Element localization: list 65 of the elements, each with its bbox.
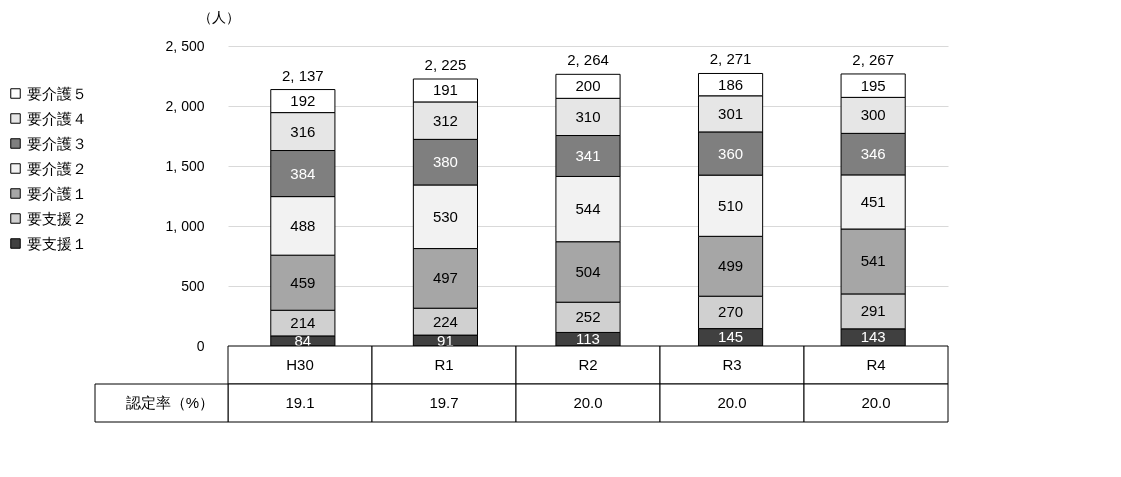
- data-label: 300: [860, 106, 886, 124]
- data-label: 91: [437, 331, 454, 349]
- y-axis-title: （人）: [197, 8, 240, 25]
- data-label: 488: [290, 216, 316, 234]
- total-label: 2, 225: [424, 56, 467, 73]
- data-label: 252: [575, 308, 601, 326]
- legend-label: 要支援２: [27, 209, 87, 227]
- data-label: 312: [432, 111, 458, 129]
- data-label: 145: [718, 328, 744, 346]
- data-label: 191: [432, 81, 458, 99]
- data-label: 451: [860, 192, 886, 210]
- text: 20.0: [861, 394, 891, 411]
- legend-label: 要介護３: [27, 134, 87, 152]
- legend-label: 要支援１: [27, 234, 87, 252]
- y-tick-label: 2, 500: [165, 37, 205, 54]
- data-label: 459: [290, 273, 316, 291]
- data-label: 530: [432, 207, 458, 225]
- y-tick-label: 2, 000: [165, 97, 205, 114]
- data-label: 224: [432, 312, 458, 330]
- data-label: 143: [860, 328, 886, 346]
- data-label: 346: [860, 145, 886, 163]
- total-label: 2, 271: [709, 50, 752, 68]
- y-tick-label: 0: [196, 337, 205, 354]
- total-label: 2, 267: [852, 50, 895, 68]
- data-label: 360: [718, 144, 744, 162]
- x-tick-label: R4: [866, 356, 886, 373]
- data-label: 195: [860, 76, 886, 94]
- data-label: 341: [575, 146, 601, 164]
- data-label: 301: [718, 104, 744, 122]
- data-label: 84: [294, 331, 312, 349]
- total-label: 2, 137: [281, 66, 324, 84]
- data-label: 380: [432, 153, 458, 171]
- legend-label: 要介護４: [27, 109, 87, 127]
- data-label: 384: [290, 164, 316, 182]
- x-tick-label: R1: [434, 356, 454, 373]
- legend-label: 要介護２: [27, 159, 87, 177]
- data-label: 541: [860, 252, 886, 270]
- data-label: 113: [576, 330, 600, 348]
- data-label: 499: [718, 257, 744, 275]
- data-label: 270: [718, 303, 744, 321]
- data-label: 504: [575, 262, 601, 280]
- data-label: 510: [718, 196, 744, 214]
- legend-label: 要介護１: [27, 184, 87, 202]
- data-label: 214: [290, 314, 316, 332]
- y-tick-label: 1, 500: [165, 157, 205, 174]
- text: 19.1: [285, 394, 315, 411]
- x-tick-label: H30: [286, 356, 314, 373]
- text: 20.0: [573, 394, 603, 411]
- data-label: 310: [575, 107, 601, 125]
- total-label: 2, 264: [567, 51, 609, 69]
- data-label: 497: [432, 269, 458, 287]
- y-tick-label: 1, 000: [165, 217, 205, 234]
- text: 20.0: [717, 394, 747, 411]
- data-label: 200: [575, 77, 601, 95]
- x-tick-label: R2: [578, 356, 598, 373]
- data-label: 192: [290, 92, 316, 110]
- text: 19.7: [429, 394, 459, 411]
- y-tick-label: 500: [181, 277, 205, 294]
- x-tick-label: R3: [722, 356, 742, 373]
- legend-label: 要介護５: [27, 84, 87, 102]
- text: 認定率（%）: [125, 394, 214, 411]
- data-label: 544: [575, 200, 601, 218]
- data-label: 186: [718, 75, 744, 93]
- data-label: 291: [860, 302, 886, 320]
- data-label: 316: [290, 122, 316, 140]
